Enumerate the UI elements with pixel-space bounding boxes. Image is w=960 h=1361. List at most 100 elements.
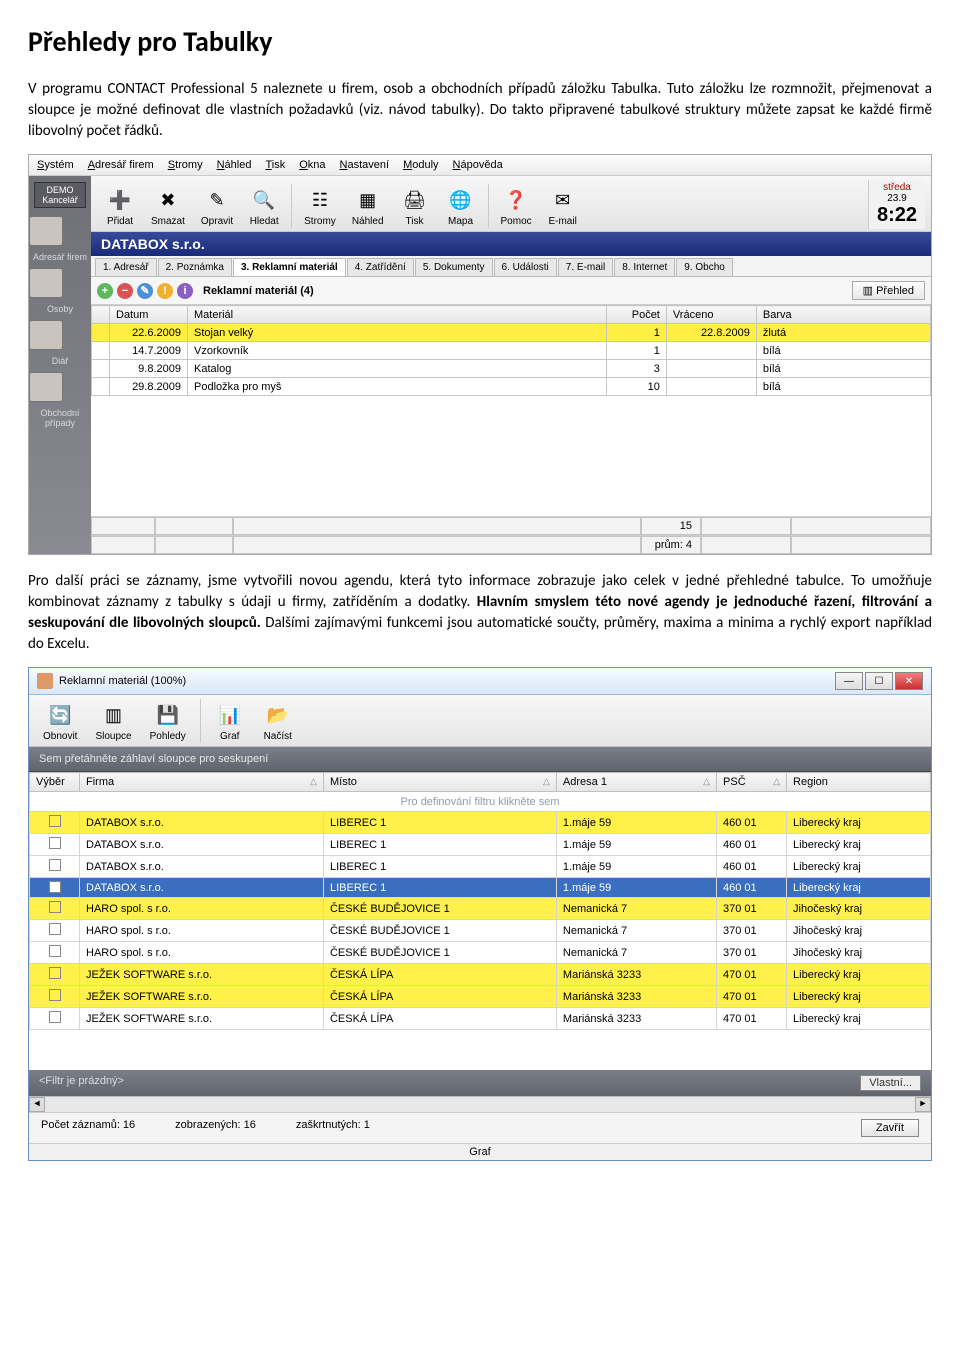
checkbox[interactable] [49,901,61,913]
checkbox[interactable] [49,859,61,871]
column-header[interactable]: Počet [606,306,666,324]
toolbar-obnovit[interactable]: 🔄Obnovit [35,699,85,744]
column-header[interactable]: PSČ△ [717,773,787,792]
checkbox[interactable] [49,881,61,893]
sloupce-icon: ▥ [99,701,129,729]
toolbar-náhled[interactable]: ▦Náhled [344,184,392,229]
table-row[interactable]: 22.6.2009Stojan velký122.8.2009žlutá [92,324,931,342]
checkbox[interactable] [49,945,61,957]
table-row[interactable]: DATABOX s.r.o.LIBEREC 11.máje 59460 01Li… [30,878,931,898]
data-grid-1[interactable]: DatumMateriálPočetVrácenoBarva 22.6.2009… [91,305,931,396]
maximize-button[interactable]: ☐ [865,672,893,690]
screenshot-1: Systém Adresář firem Stromy Náhled Tisk Okna N… [28,154,932,555]
edit-icon[interactable]: ✎ [137,283,153,299]
toolbar-graf[interactable]: 📊Graf [207,699,253,744]
menu-item[interactable]: Nápověda [453,159,503,171]
table-row[interactable]: JEŽEK SOFTWARE s.r.o.ČESKÁ LÍPAMariánská… [30,964,931,986]
toolbar-hledat[interactable]: 🔍Hledat [241,184,287,229]
close-button[interactable]: ✕ [895,672,923,690]
tab[interactable]: 1. Adresář [95,258,157,276]
column-header[interactable]: Vráceno [666,306,756,324]
table-row[interactable]: JEŽEK SOFTWARE s.r.o.ČESKÁ LÍPAMariánská… [30,1008,931,1030]
column-header[interactable]: Výběr [30,773,80,792]
checkbox[interactable] [49,1011,61,1023]
table-row[interactable]: HARO spol. s r.o.ČESKÉ BUDĚJOVICE 1Neman… [30,942,931,964]
toolbar-načíst[interactable]: 📂Načíst [255,699,301,744]
table-row[interactable]: DATABOX s.r.o.LIBEREC 11.máje 59460 01Li… [30,856,931,878]
custom-filter-button[interactable]: Vlastní... [860,1075,921,1091]
table-row[interactable]: DATABOX s.r.o.LIBEREC 11.máje 59460 01Li… [30,812,931,834]
checkbox[interactable] [49,923,61,935]
tab[interactable]: 8. Internet [614,258,675,276]
checkbox[interactable] [49,989,61,1001]
toolbar-opravit[interactable]: ✎Opravit [193,184,241,229]
delete-icon[interactable]: − [117,283,133,299]
clock: středa 23.9 8:22 [868,180,925,229]
page-title: Přehledy pro Tabulky [28,24,932,59]
close-window-button[interactable]: Zavřít [861,1119,919,1137]
add-icon[interactable]: + [97,283,113,299]
menu-item[interactable]: Nastavení [340,159,390,171]
sidebar-item[interactable] [29,268,63,298]
table-row[interactable]: HARO spol. s r.o.ČESKÉ BUDĚJOVICE 1Neman… [30,920,931,942]
tab[interactable]: 9. Obcho [676,258,733,276]
tab[interactable]: 5. Dokumenty [415,258,493,276]
record-count: Počet záznamů: 16 [41,1119,135,1137]
sidebar-item[interactable] [29,372,63,402]
menu-item[interactable]: Okna [299,159,325,171]
opravit-icon: ✎ [202,186,232,214]
column-header[interactable]: Firma△ [80,773,324,792]
help-icon[interactable]: i [177,283,193,299]
toolbar-smazat[interactable]: ✖Smazat [143,184,193,229]
přidat-icon: ➕ [105,186,135,214]
table-row[interactable]: JEŽEK SOFTWARE s.r.o.ČESKÁ LÍPAMariánská… [30,986,931,1008]
menu-item[interactable]: Tisk [265,159,285,171]
window-titlebar: Reklamní materiál (100%) — ☐ ✕ [29,668,931,695]
column-header[interactable]: Materiál [188,306,607,324]
toolbar-mapa[interactable]: 🌐Mapa [438,184,484,229]
table-row[interactable]: 29.8.2009Podložka pro myš10bílá [92,378,931,396]
horizontal-scrollbar[interactable]: ◄► [29,1096,931,1112]
checkbox[interactable] [49,837,61,849]
toolbar-pohledy[interactable]: 💾Pohledy [142,699,194,744]
tab[interactable]: 6. Události [494,258,557,276]
filter-row[interactable]: Pro definování filtru klikněte sem [30,792,931,812]
menu-item[interactable]: Adresář firem [88,159,154,171]
toolbar-e-mail[interactable]: ✉E-mail [540,184,586,229]
column-header[interactable]: Místo△ [323,773,556,792]
minimize-button[interactable]: — [835,672,863,690]
data-grid-2[interactable]: VýběrFirma△Místo△Adresa 1△PSČ△Region Pro… [29,772,931,1030]
table-row[interactable]: 14.7.2009Vzorkovník1bílá [92,342,931,360]
column-header[interactable]: Adresa 1△ [556,773,716,792]
tisk-icon: 🖨 [400,186,430,214]
checkbox[interactable] [49,967,61,979]
tab[interactable]: 7. E-mail [558,258,613,276]
sidebar-item[interactable] [29,216,63,246]
menu-item[interactable]: Stromy [168,159,203,171]
toolbar-pomoc[interactable]: ❓Pomoc [493,184,540,229]
menu-item[interactable]: Systém [37,159,74,171]
column-header[interactable]: Region [787,773,931,792]
e-mail-icon: ✉ [548,186,578,214]
column-header[interactable]: Barva [756,306,930,324]
table-row[interactable]: DATABOX s.r.o.LIBEREC 11.máje 59460 01Li… [30,834,931,856]
tab[interactable]: 3. Reklamní materiál [233,258,346,276]
menu-item[interactable]: Náhled [217,159,252,171]
window-title-text: Reklamní materiál (100%) [59,675,186,687]
checkbox[interactable] [49,815,61,827]
column-header[interactable] [92,306,110,324]
toolbar-přidat[interactable]: ➕Přidat [97,184,143,229]
menu-item[interactable]: Moduly [403,159,438,171]
tab[interactable]: 4. Zatřídění [347,258,414,276]
table-row[interactable]: 9.8.2009Katalog3bílá [92,360,931,378]
tab[interactable]: 2. Poznámka [158,258,232,276]
toolbar-stromy[interactable]: ☷Stromy [296,184,344,229]
sidebar-item[interactable] [29,320,63,350]
toolbar-sloupce[interactable]: ▥Sloupce [87,699,139,744]
overview-button[interactable]: ▥ Přehled [852,281,925,300]
toolbar-tisk[interactable]: 🖨Tisk [392,184,438,229]
column-header[interactable]: Datum [110,306,188,324]
group-hint[interactable]: Sem přetáhněte záhlaví sloupce pro sesku… [29,747,931,772]
table-row[interactable]: HARO spol. s r.o.ČESKÉ BUDĚJOVICE 1Neman… [30,898,931,920]
info-icon[interactable]: ! [157,283,173,299]
